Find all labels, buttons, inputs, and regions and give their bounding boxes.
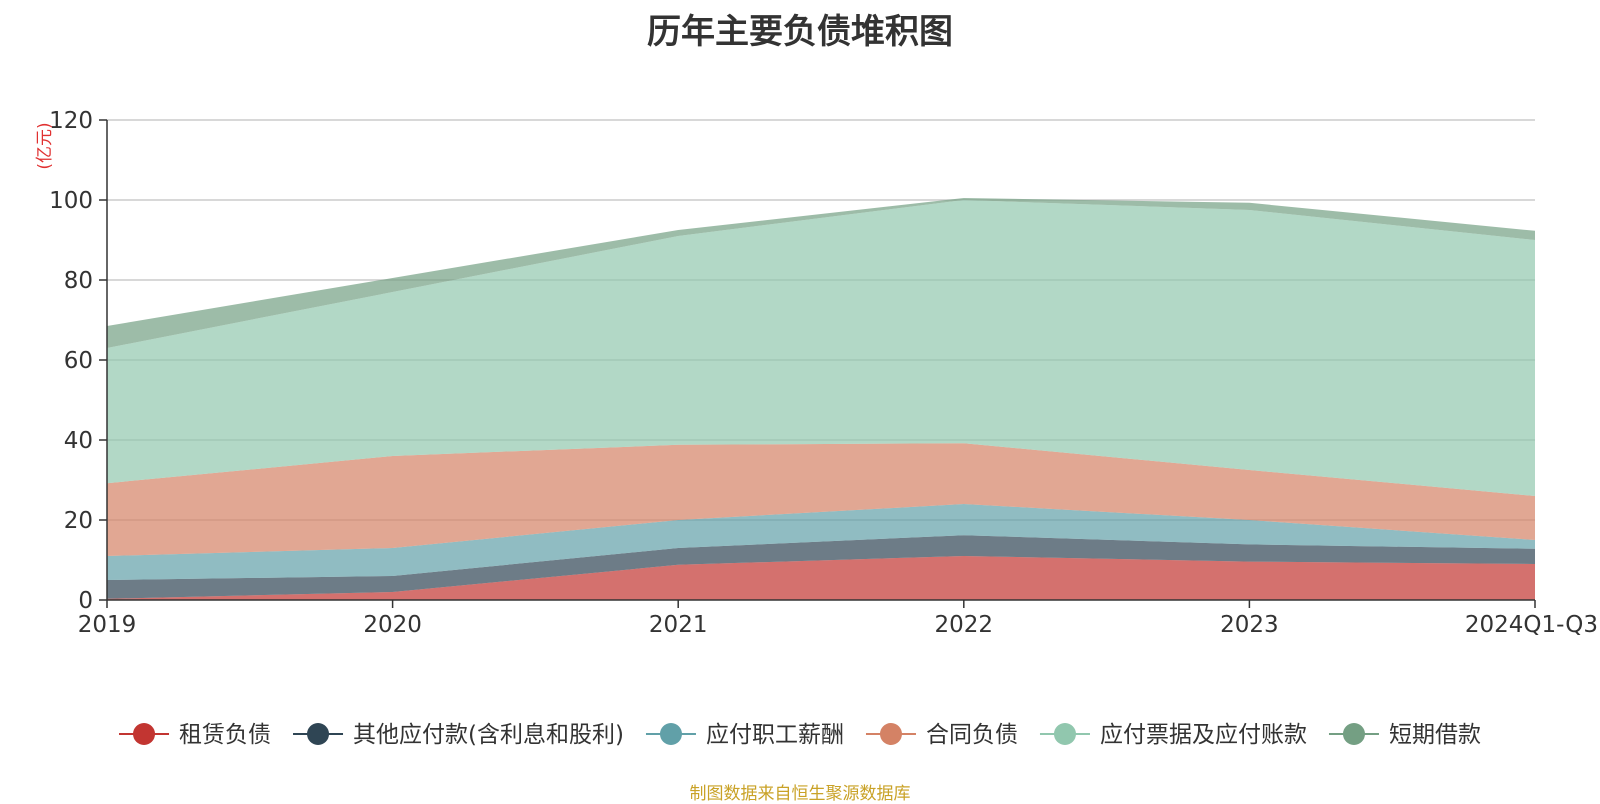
legend-item-5[interactable]: 短期借款 <box>1328 722 1481 748</box>
area-4 <box>107 200 1535 496</box>
x-tick-label-2: 2021 <box>649 612 708 638</box>
area-3 <box>107 443 1535 556</box>
x-tick-label-3: 2022 <box>935 612 994 638</box>
legend-marker-2 <box>659 723 682 745</box>
area-2 <box>107 504 1535 580</box>
area-series <box>107 198 1535 600</box>
y-axis-unit-label: (亿元) <box>35 122 55 169</box>
y-tick-label-3: 60 <box>64 348 93 374</box>
legend-label-1: 其他应付款(含利息和股利) <box>353 722 624 748</box>
legend-item-4[interactable]: 应付票据及应付账款 <box>1039 722 1307 748</box>
legend-item-1[interactable]: 其他应付款(含利息和股利) <box>293 722 624 748</box>
y-tick-label-4: 80 <box>64 268 93 294</box>
x-tick-labels: 2019 2020 2021 2022 2023 2024Q1-Q3 <box>78 612 1598 638</box>
source-note: 制图数据来自恒生聚源数据库 <box>689 784 911 804</box>
legend-marker-3 <box>879 723 902 745</box>
x-tick-label-1: 2020 <box>363 612 422 638</box>
y-tick-label-5: 100 <box>49 188 93 214</box>
x-tick-label-4: 2023 <box>1220 612 1279 638</box>
legend-label-0: 租赁负债 <box>179 722 271 748</box>
legend-label-4: 应付票据及应付账款 <box>1100 722 1307 748</box>
x-tick-label-5: 2024Q1-Q3 <box>1465 612 1598 638</box>
legend-marker-0 <box>133 723 156 745</box>
legend-marker-1 <box>307 723 330 745</box>
legend-marker-4 <box>1053 723 1076 745</box>
legend-label-2: 应付职工薪酬 <box>706 722 844 748</box>
chart-title: 历年主要负债堆积图 <box>647 12 953 52</box>
area-0 <box>107 556 1535 600</box>
y-tick-labels: 0 20 40 60 80 100 120 <box>49 108 93 614</box>
area-1 <box>107 535 1535 599</box>
legend-label-5: 短期借款 <box>1389 722 1481 748</box>
x-tick-label-0: 2019 <box>78 612 137 638</box>
legend-item-0[interactable]: 租赁负债 <box>119 722 271 748</box>
y-tick-label-0: 0 <box>78 588 93 614</box>
y-tick-label-1: 20 <box>64 508 93 534</box>
legend-label-3: 合同负债 <box>926 722 1018 748</box>
y-tick-label-6: 120 <box>49 108 93 134</box>
legend-marker-5 <box>1342 723 1365 745</box>
y-tick-label-2: 40 <box>64 428 93 454</box>
legend: 租赁负债 其他应付款(含利息和股利) 应付职工薪酬 合同负债 应付票据及应付账款 短期借款 <box>119 722 1481 748</box>
legend-item-2[interactable]: 应付职工薪酬 <box>645 722 844 748</box>
legend-item-3[interactable]: 合同负债 <box>865 722 1018 748</box>
axes <box>99 119 1536 608</box>
